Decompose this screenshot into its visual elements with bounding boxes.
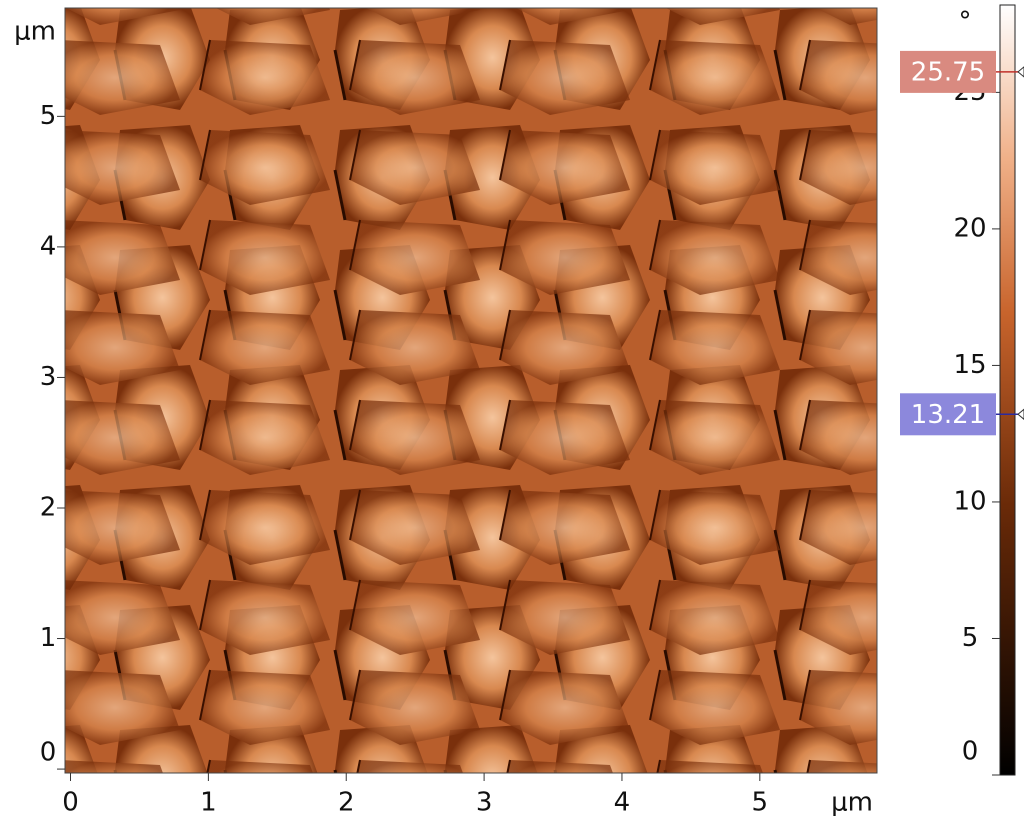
colorbar-unit: ° (959, 7, 972, 37)
x-unit: μm (831, 788, 873, 818)
marker-arrow (1017, 408, 1024, 420)
colorbar-tick-label: 15 (953, 350, 986, 380)
y-tick-label: 2 (40, 492, 57, 522)
y-tick-label: 1 (40, 623, 57, 653)
marker-label: 25.75 (911, 57, 985, 87)
x-tick-label: 4 (614, 788, 631, 818)
afm-image (64, 7, 878, 774)
marker-box (900, 50, 996, 93)
y-unit: μm (14, 17, 56, 47)
colorbar-tick-label: 10 (953, 486, 986, 516)
x-tick-label: 0 (62, 788, 79, 818)
colorbar (999, 4, 1016, 776)
marker-box (900, 393, 996, 436)
colorbar-tick-label: 20 (953, 213, 986, 243)
y-tick-label: 0 (40, 738, 57, 768)
x-tick-label: 1 (200, 788, 217, 818)
x-tick-label: 3 (476, 788, 493, 818)
x-tick-label: 2 (338, 788, 355, 818)
y-tick-label: 5 (40, 101, 57, 131)
x-tick-label: 5 (752, 788, 769, 818)
marker-arrow (1017, 66, 1024, 78)
colorbar-tick-label: 5 (962, 623, 979, 653)
marker-label: 13.21 (911, 400, 985, 430)
colorbar-tick-label: 0 (962, 737, 979, 767)
y-tick-label: 4 (40, 231, 57, 261)
y-tick-label: 3 (40, 362, 57, 392)
